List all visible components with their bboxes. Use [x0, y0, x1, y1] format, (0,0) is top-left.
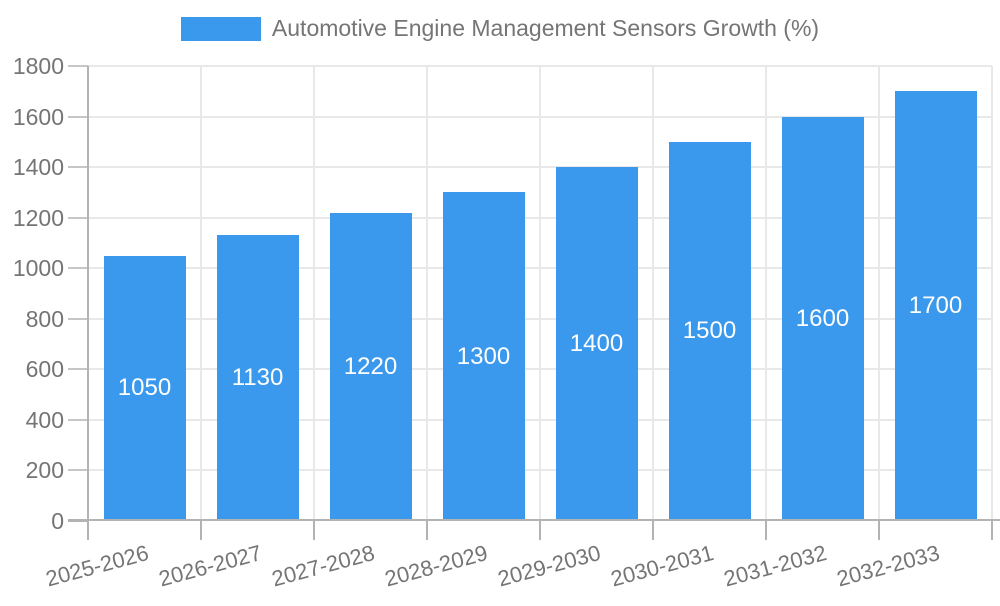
x-axis-tick [652, 521, 654, 540]
y-tick-label: 0 [51, 508, 64, 534]
bar-2028-2029[interactable] [442, 192, 525, 521]
bar-value-label: 1130 [231, 364, 284, 392]
bar-value-label: 1300 [456, 342, 511, 370]
bar-2031-2032[interactable] [781, 116, 864, 521]
bar-value-label: 1400 [569, 330, 624, 358]
x-axis-tick [313, 521, 315, 540]
y-tick-label: 1600 [12, 103, 64, 130]
y-axis-tick [68, 166, 88, 169]
gridline-vertical [200, 66, 202, 521]
gridline-vertical [991, 66, 993, 521]
y-tick-label: 1000 [12, 255, 64, 282]
bar-value-label: 1050 [117, 374, 172, 402]
plot-area: 0 200 400 600 800 1000 1200 1400 1600 1800 1050 202… [13, 53, 1000, 591]
bar-2027-2028[interactable] [329, 212, 412, 521]
y-axis-tick [68, 65, 88, 67]
y-tick-label: 1200 [12, 204, 64, 231]
x-axis-tick [426, 521, 428, 540]
legend-label: Automotive Engine Management Sensors Gro… [271, 15, 820, 41]
y-axis-tick [68, 216, 88, 219]
bar-2026-2027[interactable] [216, 235, 299, 521]
y-axis-tick [68, 520, 88, 522]
x-axis-line [68, 519, 1000, 521]
bar-2032-2033[interactable] [894, 91, 977, 521]
legend-swatch [180, 16, 261, 41]
y-tick-label: 200 [25, 457, 64, 484]
y-axis-tick [68, 368, 88, 371]
gridline-vertical [426, 66, 428, 521]
bar-value-label: 1600 [795, 304, 850, 332]
x-axis-tick [200, 521, 202, 540]
bar-2029-2030[interactable] [555, 167, 638, 521]
y-axis-tick [68, 267, 88, 270]
y-tick-label: 400 [25, 406, 64, 433]
gridline-vertical [313, 66, 315, 521]
x-axis-tick [878, 521, 880, 540]
gridline-vertical [765, 66, 767, 521]
y-tick-label: 800 [25, 305, 64, 332]
x-axis-tick [539, 521, 541, 540]
bar-2025-2026[interactable] [103, 255, 186, 521]
y-axis-line [87, 66, 89, 540]
y-tick-label: 600 [25, 356, 64, 383]
y-tick-label: 1400 [12, 154, 64, 181]
x-axis-tick [991, 521, 993, 540]
y-axis-tick [68, 418, 88, 421]
chart-legend[interactable]: Automotive Engine Management Sensors Gro… [0, 15, 1000, 42]
gridline-vertical [652, 66, 654, 521]
y-axis-tick [68, 469, 88, 472]
bar-2030-2031[interactable] [668, 141, 751, 521]
bar-value-label: 1220 [343, 352, 398, 380]
gridline-vertical [539, 66, 541, 521]
x-axis-tick [765, 521, 767, 540]
bar-value-label: 1500 [682, 317, 737, 345]
gridline-vertical [878, 66, 880, 521]
bar-value-label: 1700 [908, 292, 963, 320]
y-axis-tick [68, 317, 88, 320]
y-tick-label: 1800 [12, 53, 64, 79]
y-axis-tick [68, 115, 88, 118]
